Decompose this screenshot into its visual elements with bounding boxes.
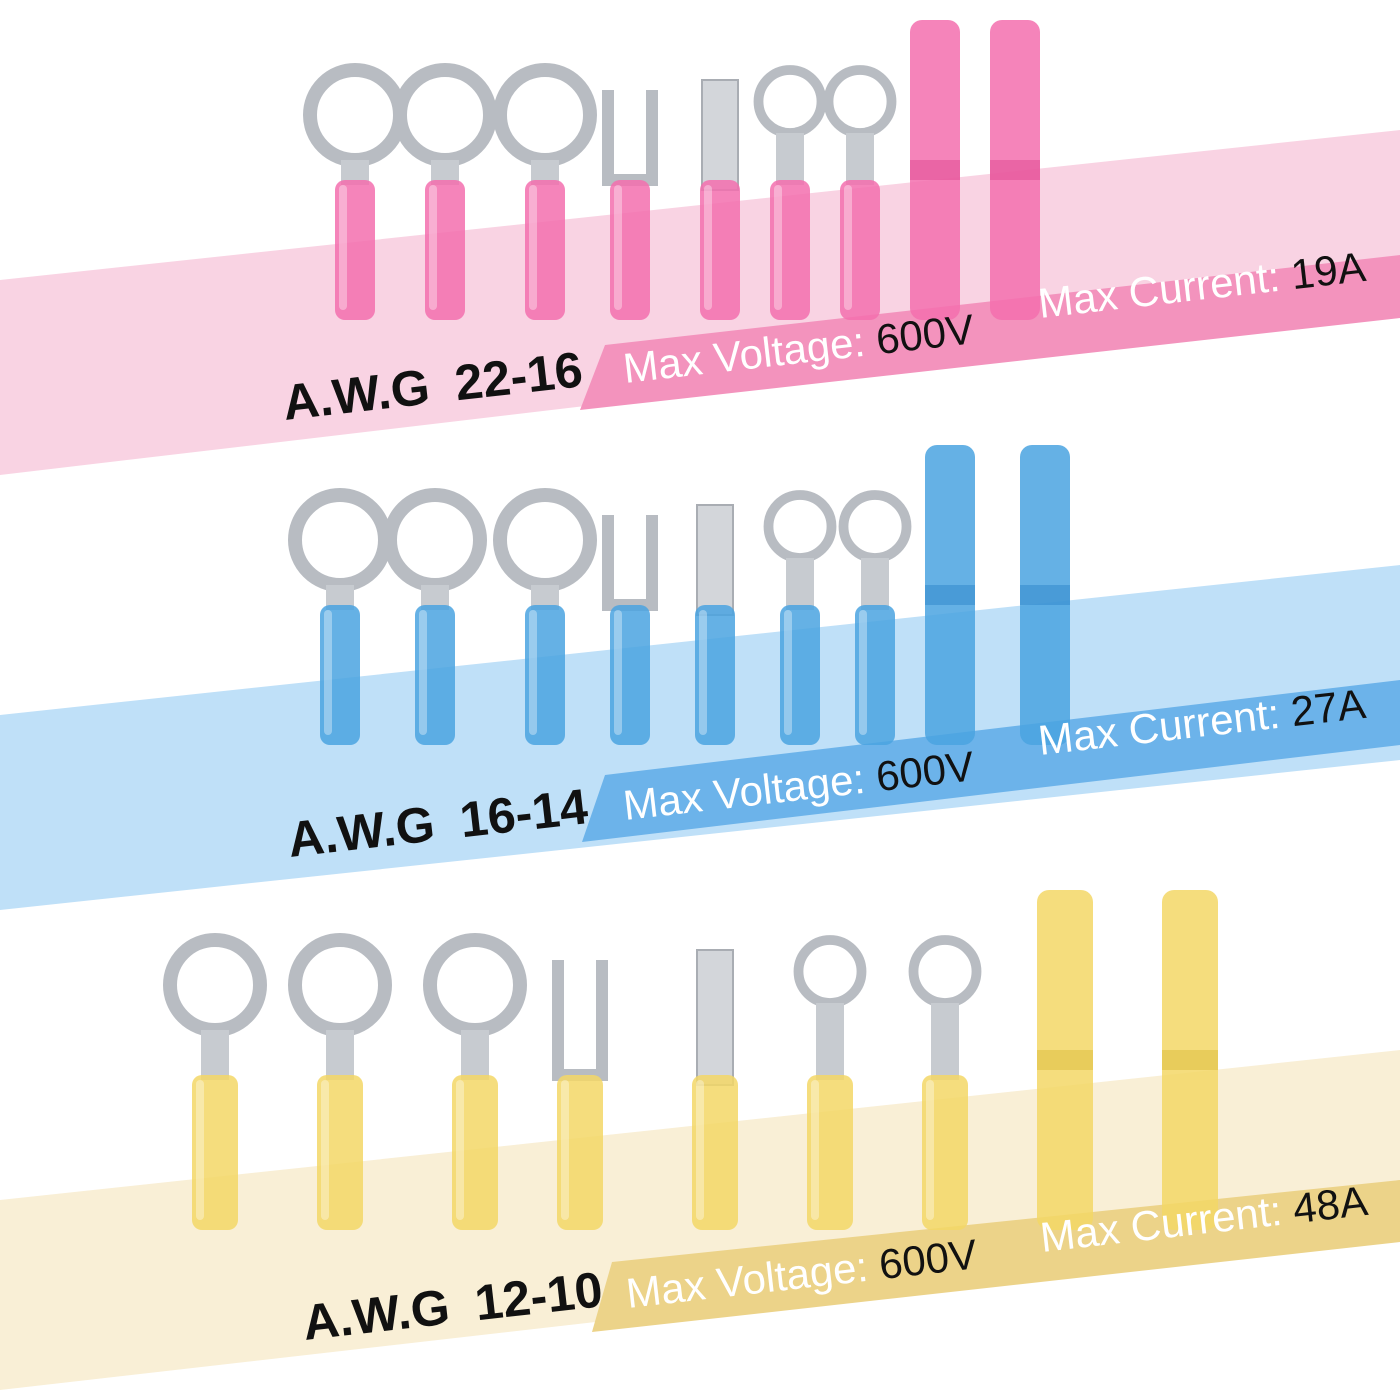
terminal-blade [696, 949, 734, 1086]
connector-waist [925, 585, 975, 605]
voltage-value: 600V [877, 1230, 980, 1288]
connector-sleeve [335, 180, 375, 320]
terminal-ring [838, 490, 912, 563]
connector-sleeve [922, 1075, 968, 1230]
terminal-blade [696, 504, 734, 616]
connector-sleeve [525, 605, 565, 745]
terminal-ring [793, 935, 867, 1008]
terminal-ring [393, 63, 497, 167]
connector-shade [811, 1080, 819, 1220]
current-value: 27A [1288, 680, 1368, 735]
connector-sleeve [452, 1075, 498, 1230]
connector-sleeve [692, 1075, 738, 1230]
terminal-neck [326, 1030, 354, 1080]
connector-shade [926, 1080, 934, 1220]
terminal-neck [786, 558, 814, 610]
connector-waist [1037, 1050, 1093, 1070]
current-value: 19A [1288, 243, 1368, 298]
terminal-blade [701, 79, 739, 191]
terminal-neck [846, 133, 874, 185]
pink-strip [580, 255, 1400, 410]
connector-sleeve [700, 180, 740, 320]
terminal-ring [823, 65, 897, 138]
connector-sleeve [415, 605, 455, 745]
connector-waist [990, 160, 1040, 180]
connector-sleeve [610, 605, 650, 745]
terminal-ring [493, 63, 597, 167]
connector-waist [910, 160, 960, 180]
connector-shade [774, 185, 782, 310]
terminal-ring [753, 65, 827, 138]
connector-sleeve [425, 180, 465, 320]
terminal-ring [423, 933, 527, 1037]
voltage-value: 600V [874, 305, 977, 363]
connector-sleeve [855, 605, 895, 745]
connector-shade [529, 185, 537, 310]
terminal-neck [201, 1030, 229, 1080]
connector-shade [419, 610, 427, 735]
connector-shade [456, 1080, 464, 1220]
connector-shade [196, 1080, 204, 1220]
terminal-ring [383, 488, 487, 592]
connector-shade [784, 610, 792, 735]
connector-shade [699, 610, 707, 735]
connector-sleeve [695, 605, 735, 745]
current-value: 48A [1290, 1177, 1370, 1232]
connector-sleeve [557, 1075, 603, 1230]
connector-shade [844, 185, 852, 310]
connector-sleeve [320, 605, 360, 745]
terminal-neck [776, 133, 804, 185]
connector-shade [859, 610, 867, 735]
terminal-ring [288, 488, 392, 592]
terminal-neck [931, 1003, 959, 1080]
connector-sleeve [780, 605, 820, 745]
terminal-neck [461, 1030, 489, 1080]
connector-sleeve [610, 180, 650, 320]
terminal-ring [163, 933, 267, 1037]
connector-sleeve [770, 180, 810, 320]
connector-sleeve [807, 1075, 853, 1230]
connector-waist [1162, 1050, 1218, 1070]
connector-waist [1020, 585, 1070, 605]
connectors [163, 20, 1218, 1230]
connector-shade [614, 185, 622, 310]
connector-shade [429, 185, 437, 310]
connector-shade [321, 1080, 329, 1220]
terminal-ring [763, 490, 837, 563]
blue-strip [582, 680, 1400, 842]
connector-shade [614, 610, 622, 735]
voltage-value: 600V [874, 742, 977, 800]
terminal-ring [303, 63, 407, 167]
terminal-fork [602, 515, 658, 611]
connector-sleeve [840, 180, 880, 320]
connector-sleeve [317, 1075, 363, 1230]
connector-shade [324, 610, 332, 735]
connector-shade [704, 185, 712, 310]
terminal-ring [288, 933, 392, 1037]
terminal-ring [493, 488, 597, 592]
terminal-neck [861, 558, 889, 610]
connector-shade [561, 1080, 569, 1220]
connector-shade [339, 185, 347, 310]
terminal-ring [908, 935, 982, 1008]
connector-sleeve [525, 180, 565, 320]
terminal-neck [816, 1003, 844, 1080]
terminal-fork [602, 90, 658, 186]
connector-shade [529, 610, 537, 735]
connector-sleeve [192, 1075, 238, 1230]
connector-shade [696, 1080, 704, 1220]
terminal-fork [552, 960, 608, 1081]
